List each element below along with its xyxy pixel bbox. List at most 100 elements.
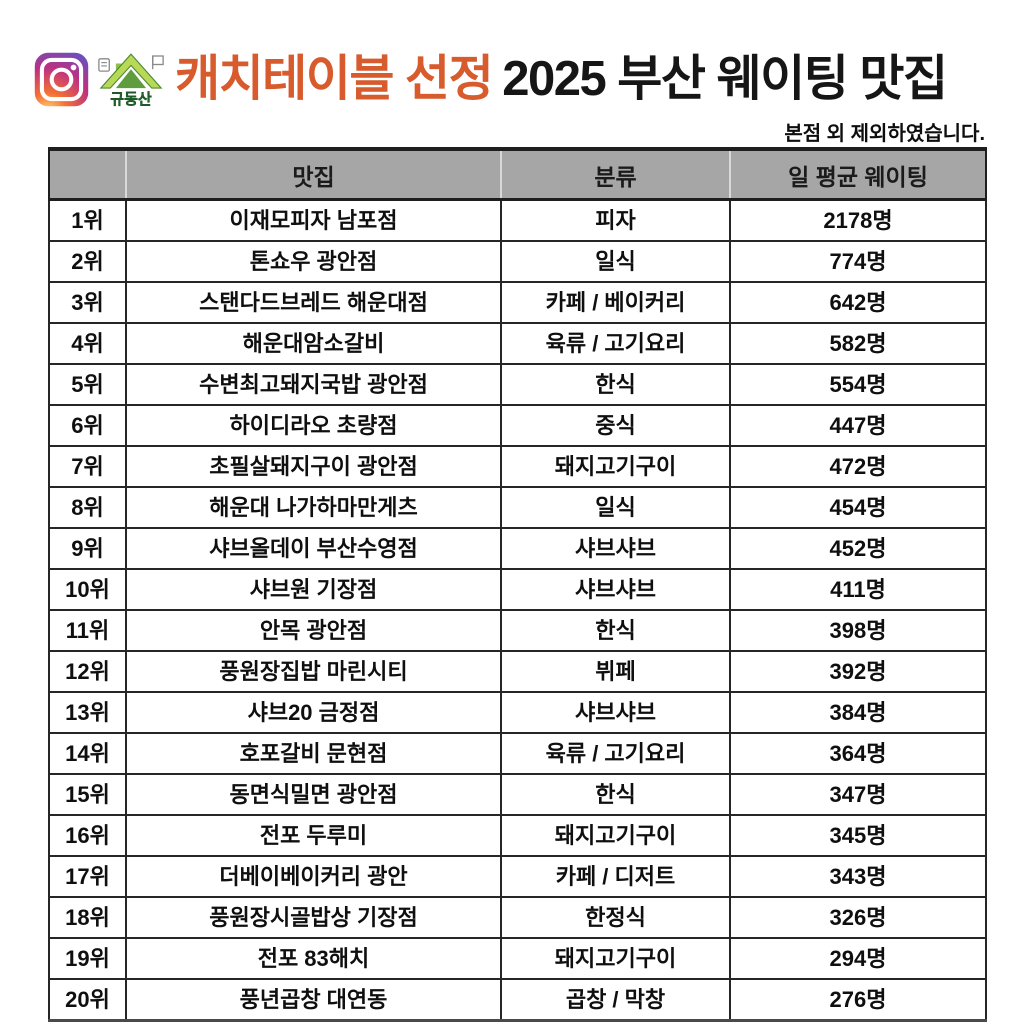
category-cell: 돼지고기구이: [500, 814, 731, 857]
table-row: 16위 전포 두루미 돼지고기구이 345명: [48, 814, 987, 857]
category-cell: 뷔페: [500, 650, 731, 693]
waiting-cell: 774명: [729, 240, 987, 283]
waiting-cell: 447명: [729, 404, 987, 447]
table-row: 8위 해운대 나가하마만게츠 일식 454명: [48, 486, 987, 529]
rank-cell: 17위: [48, 855, 127, 898]
table-row: 1위 이재모피자 남포점 피자 2178명: [48, 198, 987, 242]
waiting-cell: 364명: [729, 732, 987, 775]
category-cell: 한식: [500, 773, 731, 816]
table-row: 18위 풍원장시골밥상 기장점 한정식 326명: [48, 896, 987, 939]
title-rest: 2025 부산 웨이팅 맛집: [502, 51, 948, 106]
restaurant-cell: 이재모피자 남포점: [125, 198, 502, 242]
category-cell: 돼지고기구이: [500, 445, 731, 488]
waiting-cell: 343명: [729, 855, 987, 898]
waiting-cell: 554명: [729, 363, 987, 406]
table-row: 11위 안목 광안점 한식 398명: [48, 609, 987, 652]
rank-cell: 18위: [48, 896, 127, 939]
restaurant-cell: 호포갈비 문현점: [125, 732, 502, 775]
category-cell: 카페 / 디저트: [500, 855, 731, 898]
title-highlight: 캐치테이블 선정: [175, 51, 494, 106]
waiting-cell: 472명: [729, 445, 987, 488]
table-row: 15위 동면식밀면 광안점 한식 347명: [48, 773, 987, 816]
table-row: 5위 수변최고돼지국밥 광안점 한식 554명: [48, 363, 987, 406]
category-cell: 일식: [500, 486, 731, 529]
restaurant-cell: 샤브원 기장점: [125, 568, 502, 611]
restaurant-cell: 샤브올데이 부산수영점: [125, 527, 502, 570]
column-header-category: 분류: [500, 147, 730, 201]
table-header-row: 맛집 분류 일 평균 웨이팅: [48, 147, 987, 201]
restaurant-cell: 안목 광안점: [125, 609, 502, 652]
table-row: 20위 풍년곱창 대연동 곱창 / 막창 276명: [48, 978, 987, 1022]
table-row: 17위 더베이베이커리 광안 카페 / 디저트 343명: [48, 855, 987, 898]
table-row: 14위 호포갈비 문현점 육류 / 고기요리 364명: [48, 732, 987, 775]
table-row: 13위 샤브20 금정점 샤브샤브 384명: [48, 691, 987, 734]
table-row: 7위 초필살돼지구이 광안점 돼지고기구이 472명: [48, 445, 987, 488]
waiting-cell: 642명: [729, 281, 987, 324]
waiting-cell: 345명: [729, 814, 987, 857]
restaurant-cell: 스탠다드브레드 해운대점: [125, 281, 502, 324]
category-cell: 중식: [500, 404, 731, 447]
waiting-cell: 582명: [729, 322, 987, 365]
restaurant-cell: 초필살돼지구이 광안점: [125, 445, 502, 488]
rank-cell: 3위: [48, 281, 127, 324]
category-cell: 샤브샤브: [500, 527, 731, 570]
house-roof-icon: [98, 52, 164, 89]
restaurant-cell: 전포 83해치: [125, 937, 502, 980]
restaurant-cell: 샤브20 금정점: [125, 691, 502, 734]
waiting-cell: 294명: [729, 937, 987, 980]
category-cell: 돼지고기구이: [500, 937, 731, 980]
table-row: 2위 톤쇼우 광안점 일식 774명: [48, 240, 987, 283]
footnote: 본점 외 제외하였습니다.: [784, 123, 985, 145]
category-cell: 카페 / 베이커리: [500, 281, 731, 324]
instagram-icon: [34, 52, 89, 106]
rank-cell: 4위: [48, 322, 127, 365]
table-row: 4위 해운대암소갈비 육류 / 고기요리 582명: [48, 322, 987, 365]
category-cell: 샤브샤브: [500, 568, 731, 611]
rank-cell: 7위: [48, 445, 127, 488]
rank-cell: 8위: [48, 486, 127, 529]
category-cell: 육류 / 고기요리: [500, 322, 731, 365]
restaurant-cell: 톤쇼우 광안점: [125, 240, 502, 283]
restaurant-cell: 수변최고돼지국밥 광안점: [125, 363, 502, 406]
rank-cell: 2위: [48, 240, 127, 283]
column-header-rank: [48, 147, 126, 201]
rank-cell: 14위: [48, 732, 127, 775]
restaurant-cell: 전포 두루미: [125, 814, 502, 857]
category-cell: 육류 / 고기요리: [500, 732, 731, 775]
waiting-cell: 411명: [729, 568, 987, 611]
gyudongsan-logo-text: 규동산: [110, 90, 152, 108]
waiting-cell: 2178명: [729, 198, 987, 242]
rank-cell: 6위: [48, 404, 127, 447]
restaurant-cell: 하이디라오 초량점: [125, 404, 502, 447]
page-title: 캐치테이블 선정 2025 부산 웨이팅 맛집: [175, 51, 948, 106]
table-row: 9위 샤브올데이 부산수영점 샤브샤브 452명: [48, 527, 987, 570]
waiting-cell: 276명: [729, 978, 987, 1022]
table-row: 12위 풍원장집밥 마린시티 뷔페 392명: [48, 650, 987, 693]
table-row: 6위 하이디라오 초량점 중식 447명: [48, 404, 987, 447]
rank-cell: 9위: [48, 527, 127, 570]
category-cell: 한식: [500, 363, 731, 406]
table-body: 1위 이재모피자 남포점 피자 2178명 2위 톤쇼우 광안점 일식 774명 3위 스탠다드브…: [48, 198, 987, 1022]
rank-cell: 1위: [48, 198, 127, 242]
rank-cell: 12위: [48, 650, 127, 693]
table-row: 3위 스탠다드브레드 해운대점 카페 / 베이커리 642명: [48, 281, 987, 324]
header: 규동산 캐치테이블 선정 2025 부산 웨이팅 맛집: [33, 42, 1004, 116]
rank-cell: 11위: [48, 609, 127, 652]
column-header-restaurant: 맛집: [125, 147, 501, 201]
ranking-table: 맛집 분류 일 평균 웨이팅 1위 이재모피자 남포점 피자 2178명 2위 톤쇼우 광…: [48, 147, 987, 1022]
rank-cell: 5위: [48, 363, 127, 406]
restaurant-cell: 풍년곱창 대연동: [125, 978, 502, 1022]
restaurant-cell: 해운대암소갈비: [125, 322, 502, 365]
restaurant-cell: 동면식밀면 광안점: [125, 773, 502, 816]
rank-cell: 15위: [48, 773, 127, 816]
rank-cell: 13위: [48, 691, 127, 734]
rank-cell: 10위: [48, 568, 127, 611]
category-cell: 한정식: [500, 896, 731, 939]
waiting-cell: 347명: [729, 773, 987, 816]
restaurant-cell: 해운대 나가하마만게츠: [125, 486, 502, 529]
rank-cell: 19위: [48, 937, 127, 980]
restaurant-cell: 풍원장시골밥상 기장점: [125, 896, 502, 939]
category-cell: 한식: [500, 609, 731, 652]
category-cell: 일식: [500, 240, 731, 283]
